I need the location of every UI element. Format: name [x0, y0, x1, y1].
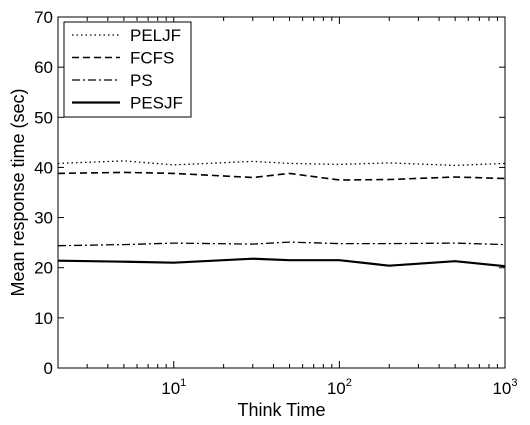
series-line-peljf: [57, 160, 506, 167]
x-tick-base: 10: [161, 379, 180, 398]
legend-label: PS: [130, 71, 153, 90]
x-tick-exponent: 2: [346, 377, 352, 389]
x-tick-exponent: 3: [511, 377, 517, 389]
y-tick-label: 0: [44, 359, 53, 378]
legend-label: PELJF: [130, 26, 181, 45]
series-layer: [57, 160, 506, 268]
y-tick-label: 30: [34, 209, 53, 228]
y-tick-label: 60: [34, 58, 53, 77]
y-tick-label: 70: [34, 8, 53, 27]
x-tick-label: 103: [492, 377, 517, 398]
series-line-fcfs: [57, 171, 506, 181]
x-tick-base: 10: [492, 379, 511, 398]
legend-label: PESJF: [130, 94, 183, 113]
x-tick-exponent: 1: [180, 377, 186, 389]
legend: PELJF FCFS PS PESJF: [63, 21, 192, 118]
x-axis-label: Think Time: [237, 400, 325, 420]
x-tick-base: 10: [327, 379, 346, 398]
plot-frame: [57, 16, 506, 369]
series-line-ps: [57, 241, 506, 247]
y-tick-label: 50: [34, 108, 53, 127]
y-axis-ticks: 0 10 20 30 40 50 60 70: [34, 8, 505, 378]
y-tick-label: 40: [34, 158, 53, 177]
x-tick-label: 102: [327, 377, 352, 398]
legend-label: FCFS: [130, 49, 174, 68]
series-line-pesjf: [57, 257, 506, 268]
y-tick-label: 20: [34, 259, 53, 278]
legend-box: [63, 21, 192, 118]
y-tick-label: 10: [34, 309, 53, 328]
x-axis-ticks: 101 102 103: [57, 17, 518, 398]
y-axis-label: Mean response time (sec): [8, 88, 28, 296]
x-tick-label: 101: [161, 377, 186, 398]
